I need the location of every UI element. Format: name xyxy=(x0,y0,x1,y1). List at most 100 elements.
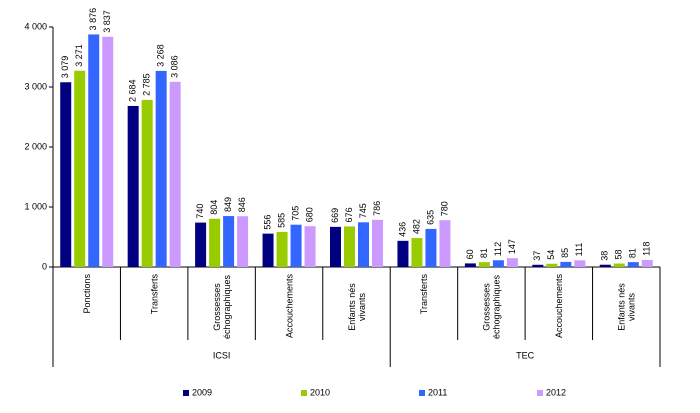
value-label: 118 xyxy=(642,242,652,256)
value-label: 846 xyxy=(237,197,247,212)
value-label: 3 268 xyxy=(156,44,166,67)
bar xyxy=(304,226,316,267)
category-label-box: Ponctions xyxy=(81,274,92,314)
value-label: 849 xyxy=(223,197,233,212)
x-tick-label: Ponctions xyxy=(81,274,92,314)
value-label: 786 xyxy=(372,201,382,216)
bar xyxy=(290,224,302,267)
legend-swatch xyxy=(183,390,189,396)
value-label: 780 xyxy=(439,201,449,216)
x-tick-label: Grossesses échographiques xyxy=(211,274,232,340)
bar xyxy=(88,34,100,267)
value-label: 804 xyxy=(209,200,219,215)
bar xyxy=(478,262,490,267)
bar xyxy=(74,70,86,268)
legend-swatch xyxy=(301,390,307,396)
bar xyxy=(223,216,235,267)
group-label: ICSI xyxy=(213,350,231,360)
value-label: 3 086 xyxy=(170,55,180,78)
x-tick-label: Transferts xyxy=(148,274,159,315)
bar xyxy=(195,222,207,267)
y-tick-label: 2 000 xyxy=(24,141,47,151)
category-label-box: Transferts xyxy=(418,274,429,315)
value-label: 676 xyxy=(344,207,354,222)
category-label-box: Accouchements xyxy=(283,274,294,339)
category-label-box: Accouchements xyxy=(553,274,564,339)
value-label: 705 xyxy=(290,206,300,221)
x-tick-label: Accouchements xyxy=(283,274,294,339)
bar xyxy=(599,264,611,267)
value-label: 482 xyxy=(411,219,421,234)
bar xyxy=(627,262,639,267)
bar xyxy=(411,238,423,267)
bar xyxy=(60,82,72,267)
category-label-box: Grossesses échographiques xyxy=(481,274,502,340)
bar xyxy=(276,231,288,267)
bar xyxy=(127,105,139,268)
legend-swatch xyxy=(419,390,425,396)
value-label: 58 xyxy=(614,250,624,260)
value-label: 669 xyxy=(330,208,340,223)
category-label-box: Enfants nés vivants xyxy=(616,283,637,331)
bar xyxy=(262,233,274,267)
x-tick-label: Enfants nés vivants xyxy=(346,283,367,331)
bar xyxy=(574,260,586,267)
bar xyxy=(141,99,153,268)
bar xyxy=(102,36,114,267)
value-label: 112 xyxy=(493,242,503,256)
value-label: 3 837 xyxy=(102,10,112,33)
bar xyxy=(506,258,518,267)
category-label-box: Grossesses échographiques xyxy=(211,274,232,340)
y-tick-label: 1 000 xyxy=(24,201,47,211)
bar xyxy=(330,226,341,267)
bar xyxy=(532,264,544,267)
value-label: 147 xyxy=(507,239,517,254)
bar xyxy=(358,222,369,267)
x-tick-label: Enfants nés vivants xyxy=(616,283,637,331)
legend-label: 2011 xyxy=(428,387,447,397)
value-label: 3 079 xyxy=(60,56,70,79)
category-label-box: Transferts xyxy=(148,274,159,315)
value-label: 81 xyxy=(628,248,638,258)
y-tick-label: 3 000 xyxy=(24,81,47,91)
bar xyxy=(641,259,653,267)
bar xyxy=(397,240,409,267)
value-label: 2 785 xyxy=(142,73,152,96)
value-label: 38 xyxy=(600,251,610,261)
bar xyxy=(169,81,181,267)
bar xyxy=(155,70,167,267)
bar xyxy=(372,219,383,267)
value-label: 60 xyxy=(465,249,475,259)
x-tick-label: Grossesses échographiques xyxy=(481,274,502,340)
group-label: TEC xyxy=(516,350,535,360)
y-tick-label: 4 000 xyxy=(24,21,47,31)
value-label: 635 xyxy=(425,210,435,225)
legend-label: 2012 xyxy=(546,387,566,397)
value-label: 3 876 xyxy=(88,8,98,31)
bar xyxy=(344,226,355,267)
bar xyxy=(464,263,476,267)
bar xyxy=(613,263,625,267)
value-label: 585 xyxy=(276,213,286,228)
category-label-box: Enfants nés vivants xyxy=(346,283,367,331)
y-tick-label: 0 xyxy=(42,261,47,271)
x-tick-label: Transferts xyxy=(418,274,429,315)
legend-label: 2010 xyxy=(310,387,330,397)
bar xyxy=(209,218,221,267)
bar xyxy=(237,216,249,267)
value-label: 3 271 xyxy=(74,44,84,67)
value-label: 54 xyxy=(546,250,556,260)
bar xyxy=(560,261,572,267)
bar xyxy=(425,228,437,267)
bar xyxy=(439,220,451,267)
value-label: 2 684 xyxy=(128,79,138,102)
value-label: 81 xyxy=(479,248,489,258)
value-label: 556 xyxy=(262,215,272,230)
bar xyxy=(492,260,504,267)
legend-label: 2009 xyxy=(192,387,212,397)
value-label: 111 xyxy=(574,243,584,257)
x-tick-label: Accouchements xyxy=(553,274,564,339)
value-label: 745 xyxy=(358,203,368,218)
value-label: 740 xyxy=(195,204,205,219)
